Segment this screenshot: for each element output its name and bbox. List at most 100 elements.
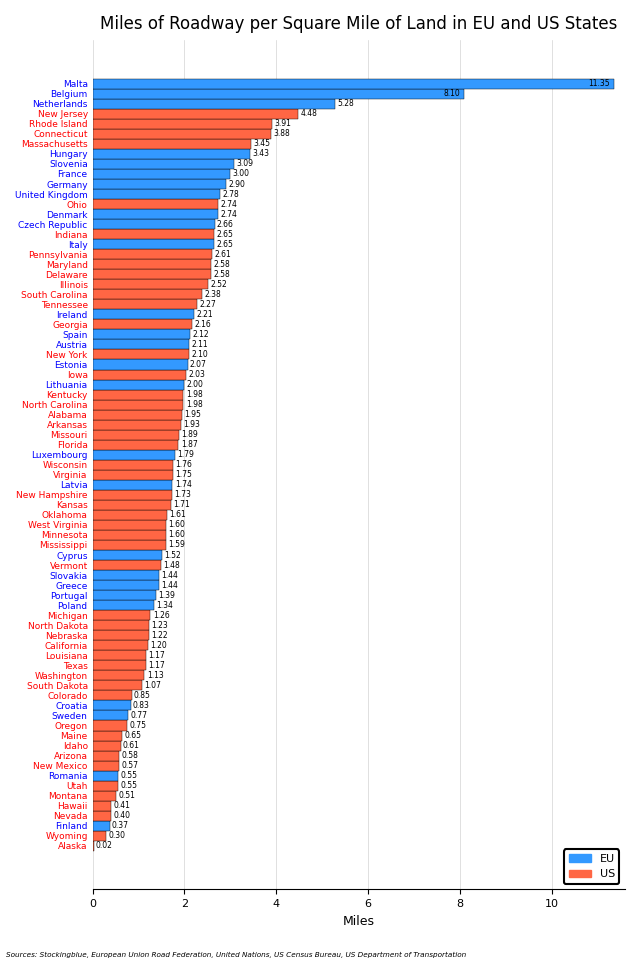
Bar (93, 79, 614, 88)
Bar (93, 660, 147, 670)
Text: 3.88: 3.88 (273, 130, 290, 138)
Text: 11.35: 11.35 (588, 80, 610, 88)
Text: 2.00: 2.00 (187, 380, 204, 389)
Text: 1.61: 1.61 (169, 511, 186, 519)
Text: 1.71: 1.71 (173, 500, 190, 510)
Text: 0.58: 0.58 (122, 751, 138, 760)
Text: 1.59: 1.59 (168, 540, 185, 549)
Text: 3.91: 3.91 (275, 119, 291, 129)
Text: 1.39: 1.39 (159, 590, 175, 600)
Text: Sources: Stockingblue, European Union Road Federation, United Nations, US Census: Sources: Stockingblue, European Union Ro… (6, 952, 467, 958)
Bar (93, 469, 173, 480)
Bar (93, 630, 148, 640)
Text: 1.73: 1.73 (174, 491, 191, 499)
Text: 1.74: 1.74 (175, 480, 191, 490)
Text: 1.60: 1.60 (168, 520, 185, 530)
Bar (93, 640, 148, 650)
Text: 0.02: 0.02 (96, 841, 113, 851)
Text: 2.07: 2.07 (190, 360, 207, 369)
Text: 2.61: 2.61 (214, 250, 232, 258)
Bar (93, 720, 127, 731)
Text: 0.37: 0.37 (112, 821, 129, 830)
Bar (93, 681, 141, 690)
Text: 2.16: 2.16 (194, 320, 211, 329)
Text: 1.22: 1.22 (151, 631, 168, 639)
Bar (93, 430, 179, 440)
Text: 3.09: 3.09 (237, 159, 253, 168)
Bar (93, 139, 251, 149)
Bar (93, 169, 230, 179)
Text: 3.45: 3.45 (253, 139, 270, 149)
Text: 1.17: 1.17 (148, 651, 165, 660)
Bar (93, 690, 132, 701)
Text: 2.52: 2.52 (211, 279, 227, 289)
Text: 1.34: 1.34 (156, 601, 173, 610)
Bar (93, 751, 119, 760)
Bar (93, 811, 111, 821)
Text: 2.58: 2.58 (213, 270, 230, 278)
Bar (93, 590, 156, 600)
Bar (93, 830, 106, 841)
Bar (93, 650, 147, 660)
Bar (93, 209, 218, 219)
Bar (93, 620, 149, 630)
Title: Miles of Roadway per Square Mile of Land in EU and US States: Miles of Roadway per Square Mile of Land… (100, 15, 618, 33)
Text: 0.40: 0.40 (113, 811, 131, 820)
Bar (93, 129, 271, 139)
Text: 0.85: 0.85 (134, 691, 151, 700)
Bar (93, 320, 192, 329)
Text: 0.75: 0.75 (129, 721, 147, 730)
Text: 1.26: 1.26 (153, 611, 170, 620)
Bar (93, 771, 118, 780)
Text: 0.30: 0.30 (109, 831, 125, 840)
Text: 2.78: 2.78 (223, 189, 239, 199)
Bar (93, 760, 119, 771)
Text: 2.65: 2.65 (216, 229, 234, 239)
Bar (93, 540, 166, 550)
Bar (93, 410, 182, 420)
Text: 1.48: 1.48 (163, 561, 180, 569)
Bar (93, 490, 172, 500)
Text: 1.07: 1.07 (144, 681, 161, 690)
Text: 4.48: 4.48 (301, 109, 317, 118)
Bar (93, 520, 166, 530)
Text: 3.43: 3.43 (252, 150, 269, 158)
Text: 0.55: 0.55 (120, 771, 137, 780)
Bar (93, 600, 154, 611)
Text: 2.74: 2.74 (221, 209, 237, 219)
Bar (93, 449, 175, 460)
Text: 1.98: 1.98 (186, 400, 202, 409)
Bar (93, 309, 194, 320)
Bar (93, 580, 159, 590)
Bar (93, 791, 116, 801)
Bar (93, 189, 220, 199)
Bar (93, 460, 173, 469)
Text: 0.61: 0.61 (123, 741, 140, 750)
Bar (93, 731, 122, 740)
Text: 2.11: 2.11 (192, 340, 209, 348)
Text: 0.77: 0.77 (131, 711, 147, 720)
Bar (93, 740, 120, 751)
Bar (93, 821, 109, 830)
Text: 2.03: 2.03 (188, 370, 205, 379)
Bar (93, 239, 214, 250)
Text: 2.21: 2.21 (196, 310, 213, 319)
Bar (93, 530, 166, 540)
Bar (93, 269, 211, 279)
Text: 2.58: 2.58 (213, 260, 230, 269)
Bar (93, 550, 163, 560)
Text: 0.55: 0.55 (120, 781, 137, 790)
Legend: EU, US: EU, US (564, 850, 620, 884)
Bar (93, 399, 184, 410)
Bar (93, 279, 208, 289)
Bar (93, 250, 212, 259)
Text: 2.38: 2.38 (204, 290, 221, 299)
Bar (93, 480, 172, 490)
Bar (93, 570, 159, 580)
Bar (93, 349, 189, 359)
Text: 2.10: 2.10 (191, 350, 208, 359)
Text: 3.00: 3.00 (232, 170, 250, 179)
Bar (93, 701, 131, 710)
Text: 5.28: 5.28 (337, 99, 354, 108)
X-axis label: Miles: Miles (343, 915, 375, 927)
